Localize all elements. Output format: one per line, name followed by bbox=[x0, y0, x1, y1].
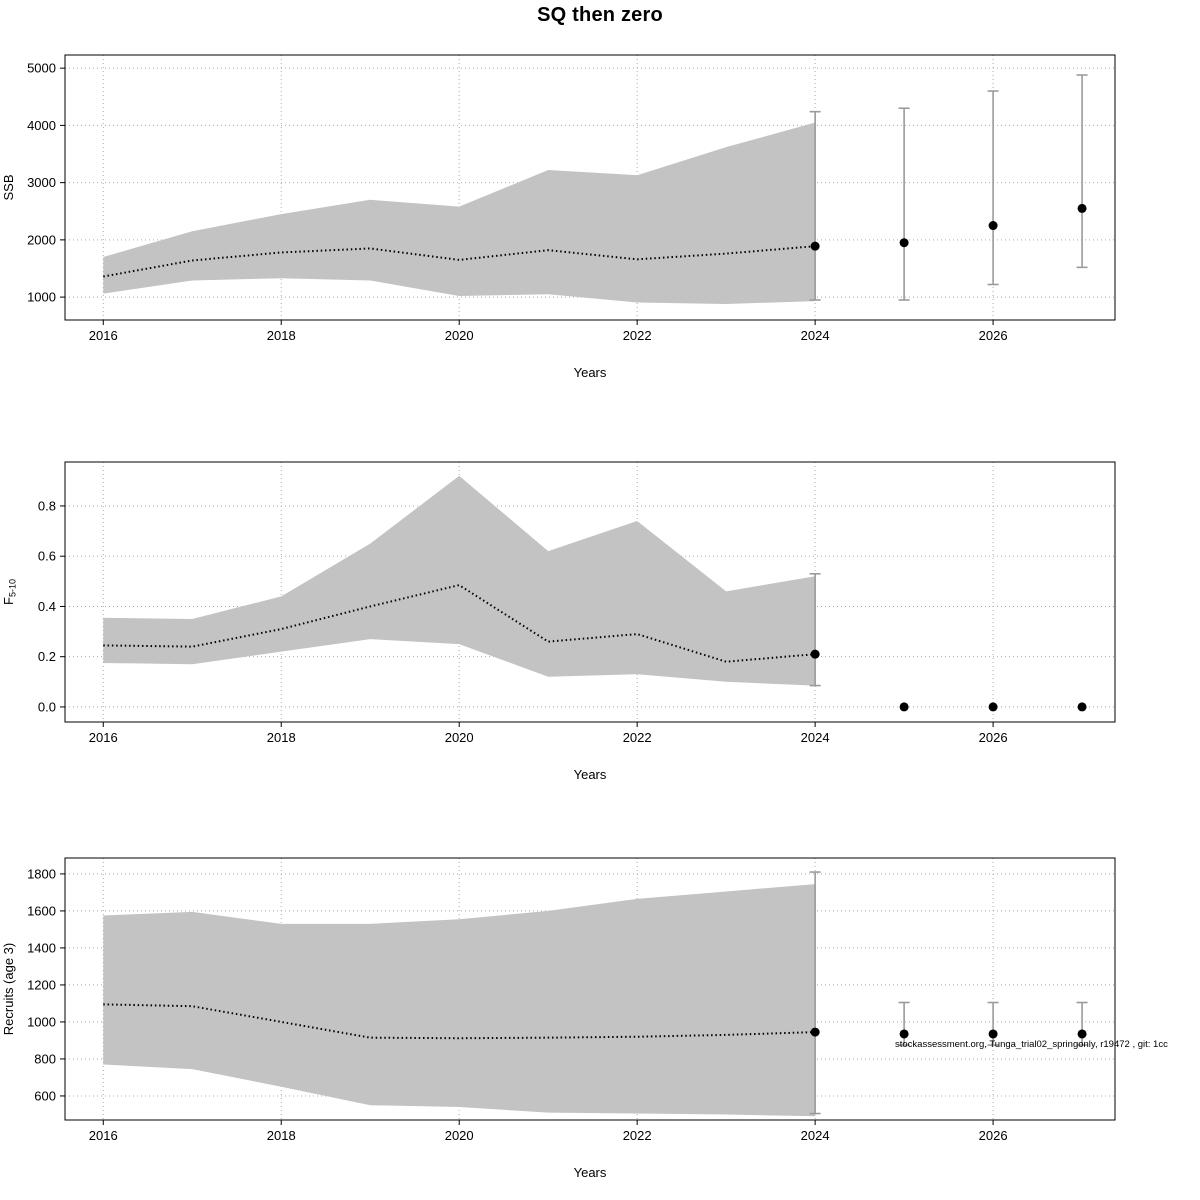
y-axis-label: Recruits (age 3) bbox=[1, 943, 16, 1035]
error-bar bbox=[809, 110, 821, 301]
forecast-point bbox=[810, 241, 820, 251]
axes: 2016 2018 2020 2022 2024 2026 1000 2000 3000 4000… bbox=[1, 61, 1008, 380]
y-tick-label: 0.2 bbox=[38, 649, 56, 664]
y-tick-label: 3000 bbox=[27, 175, 56, 190]
fishing-mortality-panel: 2016 2018 2020 2022 2024 2026 0.0 0.2 0.4 0.6 0.8 Y… bbox=[0, 440, 1200, 800]
confidence-band bbox=[103, 884, 816, 1117]
x-tick-label: 2016 bbox=[89, 328, 118, 343]
x-tick-label: 2018 bbox=[267, 1128, 296, 1143]
forecast-point bbox=[988, 1029, 998, 1039]
y-tick-label: 1000 bbox=[27, 1014, 56, 1029]
y-tick-label: 1000 bbox=[27, 290, 56, 305]
y-tick-label: 0.0 bbox=[38, 699, 56, 714]
plot-box bbox=[64, 857, 1116, 1121]
forecast-point bbox=[810, 1027, 820, 1037]
forecast-point bbox=[988, 702, 998, 712]
axes: 2016 2018 2020 2022 2024 2026 600 800 1000 1200 14… bbox=[1, 866, 1008, 1180]
forecast-point bbox=[1077, 702, 1087, 712]
forecast-point bbox=[899, 702, 909, 712]
forecast-point bbox=[899, 238, 909, 248]
forecast-point bbox=[988, 221, 998, 231]
y-tick-label: 1400 bbox=[27, 940, 56, 955]
y-tick-label: 600 bbox=[34, 1088, 56, 1103]
axes: 2016 2018 2020 2022 2024 2026 0.0 0.2 0.4 0.6 0.8 Y… bbox=[1, 498, 1008, 782]
x-tick-label: 2020 bbox=[445, 328, 474, 343]
x-tick-label: 2018 bbox=[267, 730, 296, 745]
x-tick-label: 2020 bbox=[445, 730, 474, 745]
recruits-plot: 2016 2018 2020 2022 2024 2026 600 800 1000 1200 14… bbox=[1, 857, 1116, 1180]
y-tick-label: 1800 bbox=[27, 866, 56, 881]
fishing-mortality-plot: 2016 2018 2020 2022 2024 2026 0.0 0.2 0.4 0.6 0.8 Y… bbox=[1, 461, 1116, 782]
y-axis-label: F5-10 bbox=[1, 579, 18, 605]
x-tick-label: 2018 bbox=[267, 328, 296, 343]
error-bar bbox=[987, 90, 999, 286]
x-tick-label: 2022 bbox=[623, 328, 652, 343]
y-tick-label: 0.6 bbox=[38, 549, 56, 564]
ssb-panel: 2016 2018 2020 2022 2024 2026 1000 2000 3000 4000… bbox=[0, 40, 1200, 400]
error-bar bbox=[1076, 74, 1088, 269]
error-bar bbox=[898, 107, 910, 301]
chart-title: SQ then zero bbox=[537, 4, 663, 26]
x-tick-label: 2024 bbox=[801, 730, 830, 745]
recruits-panel: 2016 2018 2020 2022 2024 2026 600 800 1000 1200 14… bbox=[0, 840, 1200, 1200]
watermark-text: stockassessment.org, Tunga_trial02_sprin… bbox=[895, 1039, 1168, 1050]
ssb-plot: 2016 2018 2020 2022 2024 2026 1000 2000 3000 4000… bbox=[1, 54, 1116, 380]
y-tick-label: 4000 bbox=[27, 118, 56, 133]
x-tick-label: 2022 bbox=[623, 1128, 652, 1143]
median-line bbox=[103, 584, 816, 663]
x-tick-label: 2026 bbox=[979, 730, 1008, 745]
x-axis-label: Years bbox=[574, 1165, 607, 1180]
forecast-point bbox=[1077, 1029, 1087, 1039]
y-tick-label: 0.4 bbox=[38, 599, 56, 614]
confidence-band bbox=[103, 122, 816, 304]
x-axis-label: Years bbox=[574, 767, 607, 782]
error-bar bbox=[809, 572, 821, 687]
x-axis-label: Years bbox=[574, 365, 607, 380]
forecast-point bbox=[1077, 203, 1087, 213]
y-tick-label: 2000 bbox=[27, 232, 56, 247]
plot-box bbox=[64, 54, 1116, 321]
y-tick-label: 5000 bbox=[27, 61, 56, 76]
x-tick-label: 2026 bbox=[979, 1128, 1008, 1143]
x-tick-label: 2016 bbox=[89, 730, 118, 745]
x-tick-label: 2024 bbox=[801, 328, 830, 343]
y-tick-label: 0.8 bbox=[38, 498, 56, 513]
y-tick-label: 1600 bbox=[27, 903, 56, 918]
plot-box bbox=[64, 461, 1116, 723]
x-tick-label: 2016 bbox=[89, 1128, 118, 1143]
x-tick-label: 2026 bbox=[979, 328, 1008, 343]
y-tick-label: 1200 bbox=[27, 977, 56, 992]
x-tick-label: 2022 bbox=[623, 730, 652, 745]
y-tick-label: 800 bbox=[34, 1051, 56, 1066]
x-tick-label: 2020 bbox=[445, 1128, 474, 1143]
forecast-point bbox=[899, 1029, 909, 1039]
y-axis-label: SSB bbox=[1, 174, 16, 200]
x-tick-label: 2024 bbox=[801, 1128, 830, 1143]
confidence-band bbox=[103, 475, 816, 686]
error-bar bbox=[809, 871, 821, 1115]
forecast-point bbox=[810, 649, 820, 659]
